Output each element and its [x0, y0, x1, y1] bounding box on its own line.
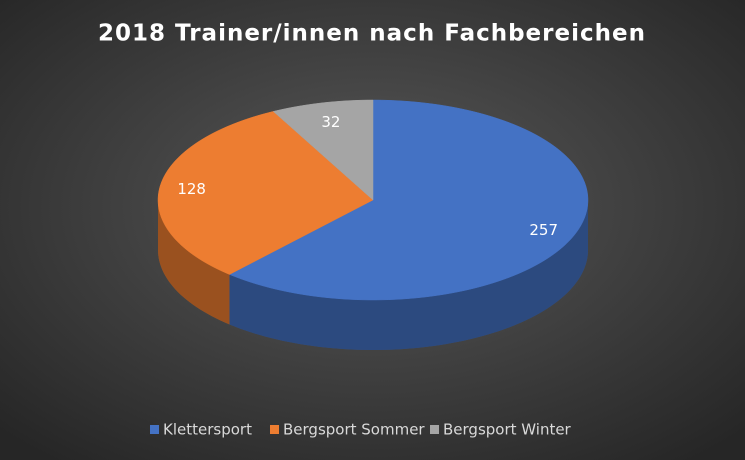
data-label: 32 — [321, 113, 340, 131]
data-label: 128 — [177, 180, 206, 198]
pie-slice — [228, 99, 589, 301]
legend-swatch — [270, 425, 279, 434]
legend-label: Bergsport Sommer — [283, 421, 425, 439]
pie-side — [229, 200, 588, 350]
pie-slice — [272, 99, 374, 201]
legend-label: Bergsport Winter — [443, 421, 572, 439]
pie-side — [158, 200, 230, 325]
pie-side-shade — [158, 200, 230, 325]
pie-side-shade — [229, 200, 588, 350]
legend-swatch — [150, 425, 159, 434]
legend-swatch — [430, 425, 439, 434]
chart-title: 2018 Trainer/innen nach Fachbereichen — [98, 21, 646, 47]
data-label: 257 — [529, 221, 558, 239]
legend-label: Klettersport — [163, 421, 252, 439]
pie-slice — [157, 111, 374, 275]
